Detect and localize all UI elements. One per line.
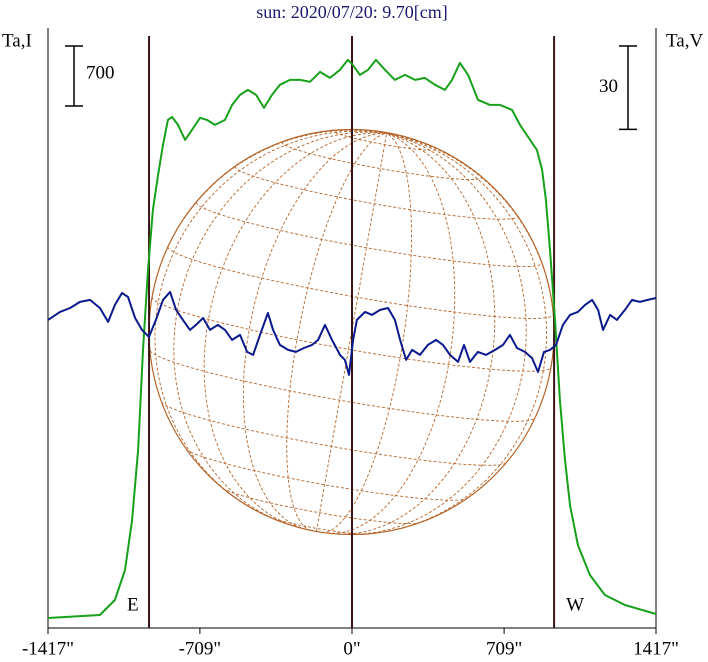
x-tick-label: -709" [179, 638, 222, 659]
globe-grid [161, 401, 507, 466]
globe-grid [286, 132, 387, 531]
globe-grid [352, 132, 527, 535]
globe-grid [338, 132, 496, 535]
globe-grid [386, 132, 547, 532]
limb-label: E [127, 594, 139, 615]
scale-label: 30 [599, 76, 618, 97]
globe-grid [149, 350, 535, 422]
globe-grid [269, 516, 366, 535]
globe-grid [173, 131, 387, 523]
globe-grid [151, 296, 552, 372]
globe-grid [185, 448, 468, 501]
globe-grid [321, 132, 412, 533]
globe-grid [234, 165, 518, 220]
globe-grid [242, 132, 387, 530]
globe-grid [315, 133, 388, 532]
x-tick-label: 709" [486, 638, 522, 659]
globe-grid [154, 130, 387, 508]
scale-label: 700 [86, 62, 115, 83]
globe-grid [333, 129, 438, 151]
x-tick-label: 1417" [633, 638, 679, 659]
series-line [47, 290, 657, 376]
x-tick-label: 0" [343, 638, 360, 659]
chart-title: sun: 2020/07/20: 9.70[cm] [256, 2, 448, 22]
y2-axis-label: Ta,V [666, 30, 703, 51]
globe-grid [195, 202, 543, 268]
globe-grid [167, 246, 554, 319]
globe-grid [203, 132, 387, 527]
globe-grid [281, 141, 483, 180]
limb-label: W [566, 594, 584, 615]
globe-grid [222, 487, 420, 525]
y-axis-label: Ta,I [2, 30, 32, 51]
globe-grid [326, 132, 456, 534]
series-line [47, 58, 657, 619]
x-tick-label: -1417" [22, 638, 74, 659]
